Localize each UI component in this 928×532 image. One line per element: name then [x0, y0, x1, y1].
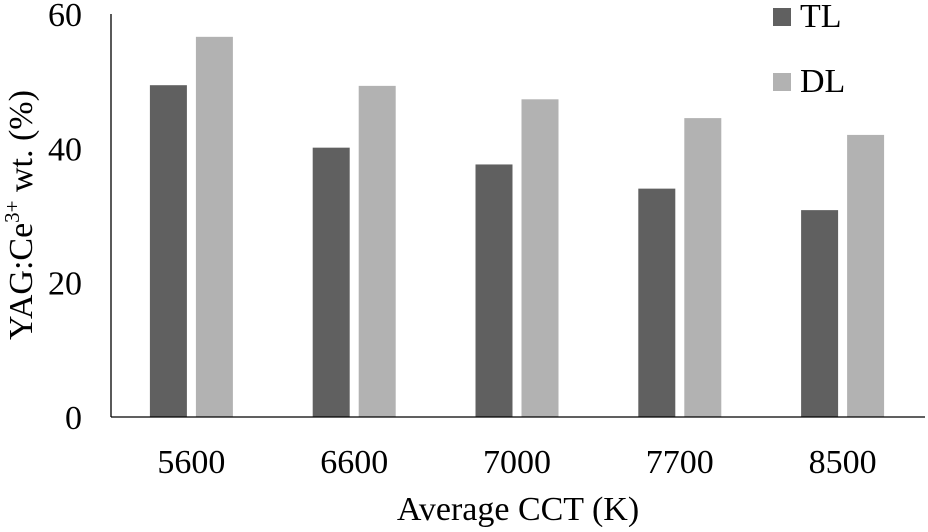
y-label-rest: wt. (%) [3, 90, 40, 200]
y-tick-label: 40 [48, 131, 82, 168]
bar-TL-5600 [149, 85, 187, 418]
legend: TL DL [773, 0, 845, 100]
legend-label-DL: DL [800, 63, 845, 100]
x-tick-label: 6600 [320, 444, 388, 481]
y-tick-label: 0 [65, 400, 82, 437]
legend-swatch-DL [773, 73, 791, 91]
y-tick-labels: 0 20 40 60 [48, 0, 82, 437]
y-tick-label: 20 [48, 266, 82, 303]
y-label-base: YAG:Ce [3, 223, 40, 340]
x-tick-label: 7000 [483, 444, 551, 481]
y-tick-label: 60 [48, 0, 82, 34]
y-axis-label: YAG:Ce3+ wt. (%) [0, 90, 40, 340]
bars [149, 36, 885, 418]
bar-TL-7000 [475, 164, 513, 417]
x-axis-label: Average CCT (K) [397, 491, 639, 527]
bar-DL-6600 [358, 85, 396, 417]
bar-TL-6600 [312, 147, 350, 417]
x-tick-label: 8500 [809, 444, 877, 481]
bar-DL-7700 [684, 118, 722, 417]
x-tick-labels: 5600 6600 7000 7700 8500 [157, 444, 876, 481]
bar-DL-7000 [521, 99, 559, 417]
legend-label-TL: TL [800, 0, 842, 35]
x-tick-label: 7700 [646, 444, 714, 481]
bar-TL-8500 [801, 210, 839, 417]
x-tick-label: 5600 [157, 444, 225, 481]
bar-DL-8500 [847, 134, 885, 417]
bar-DL-5600 [195, 36, 233, 417]
bar-TL-7700 [638, 188, 676, 417]
y-label-sup: 3+ [0, 201, 24, 223]
legend-swatch-TL [773, 8, 791, 26]
